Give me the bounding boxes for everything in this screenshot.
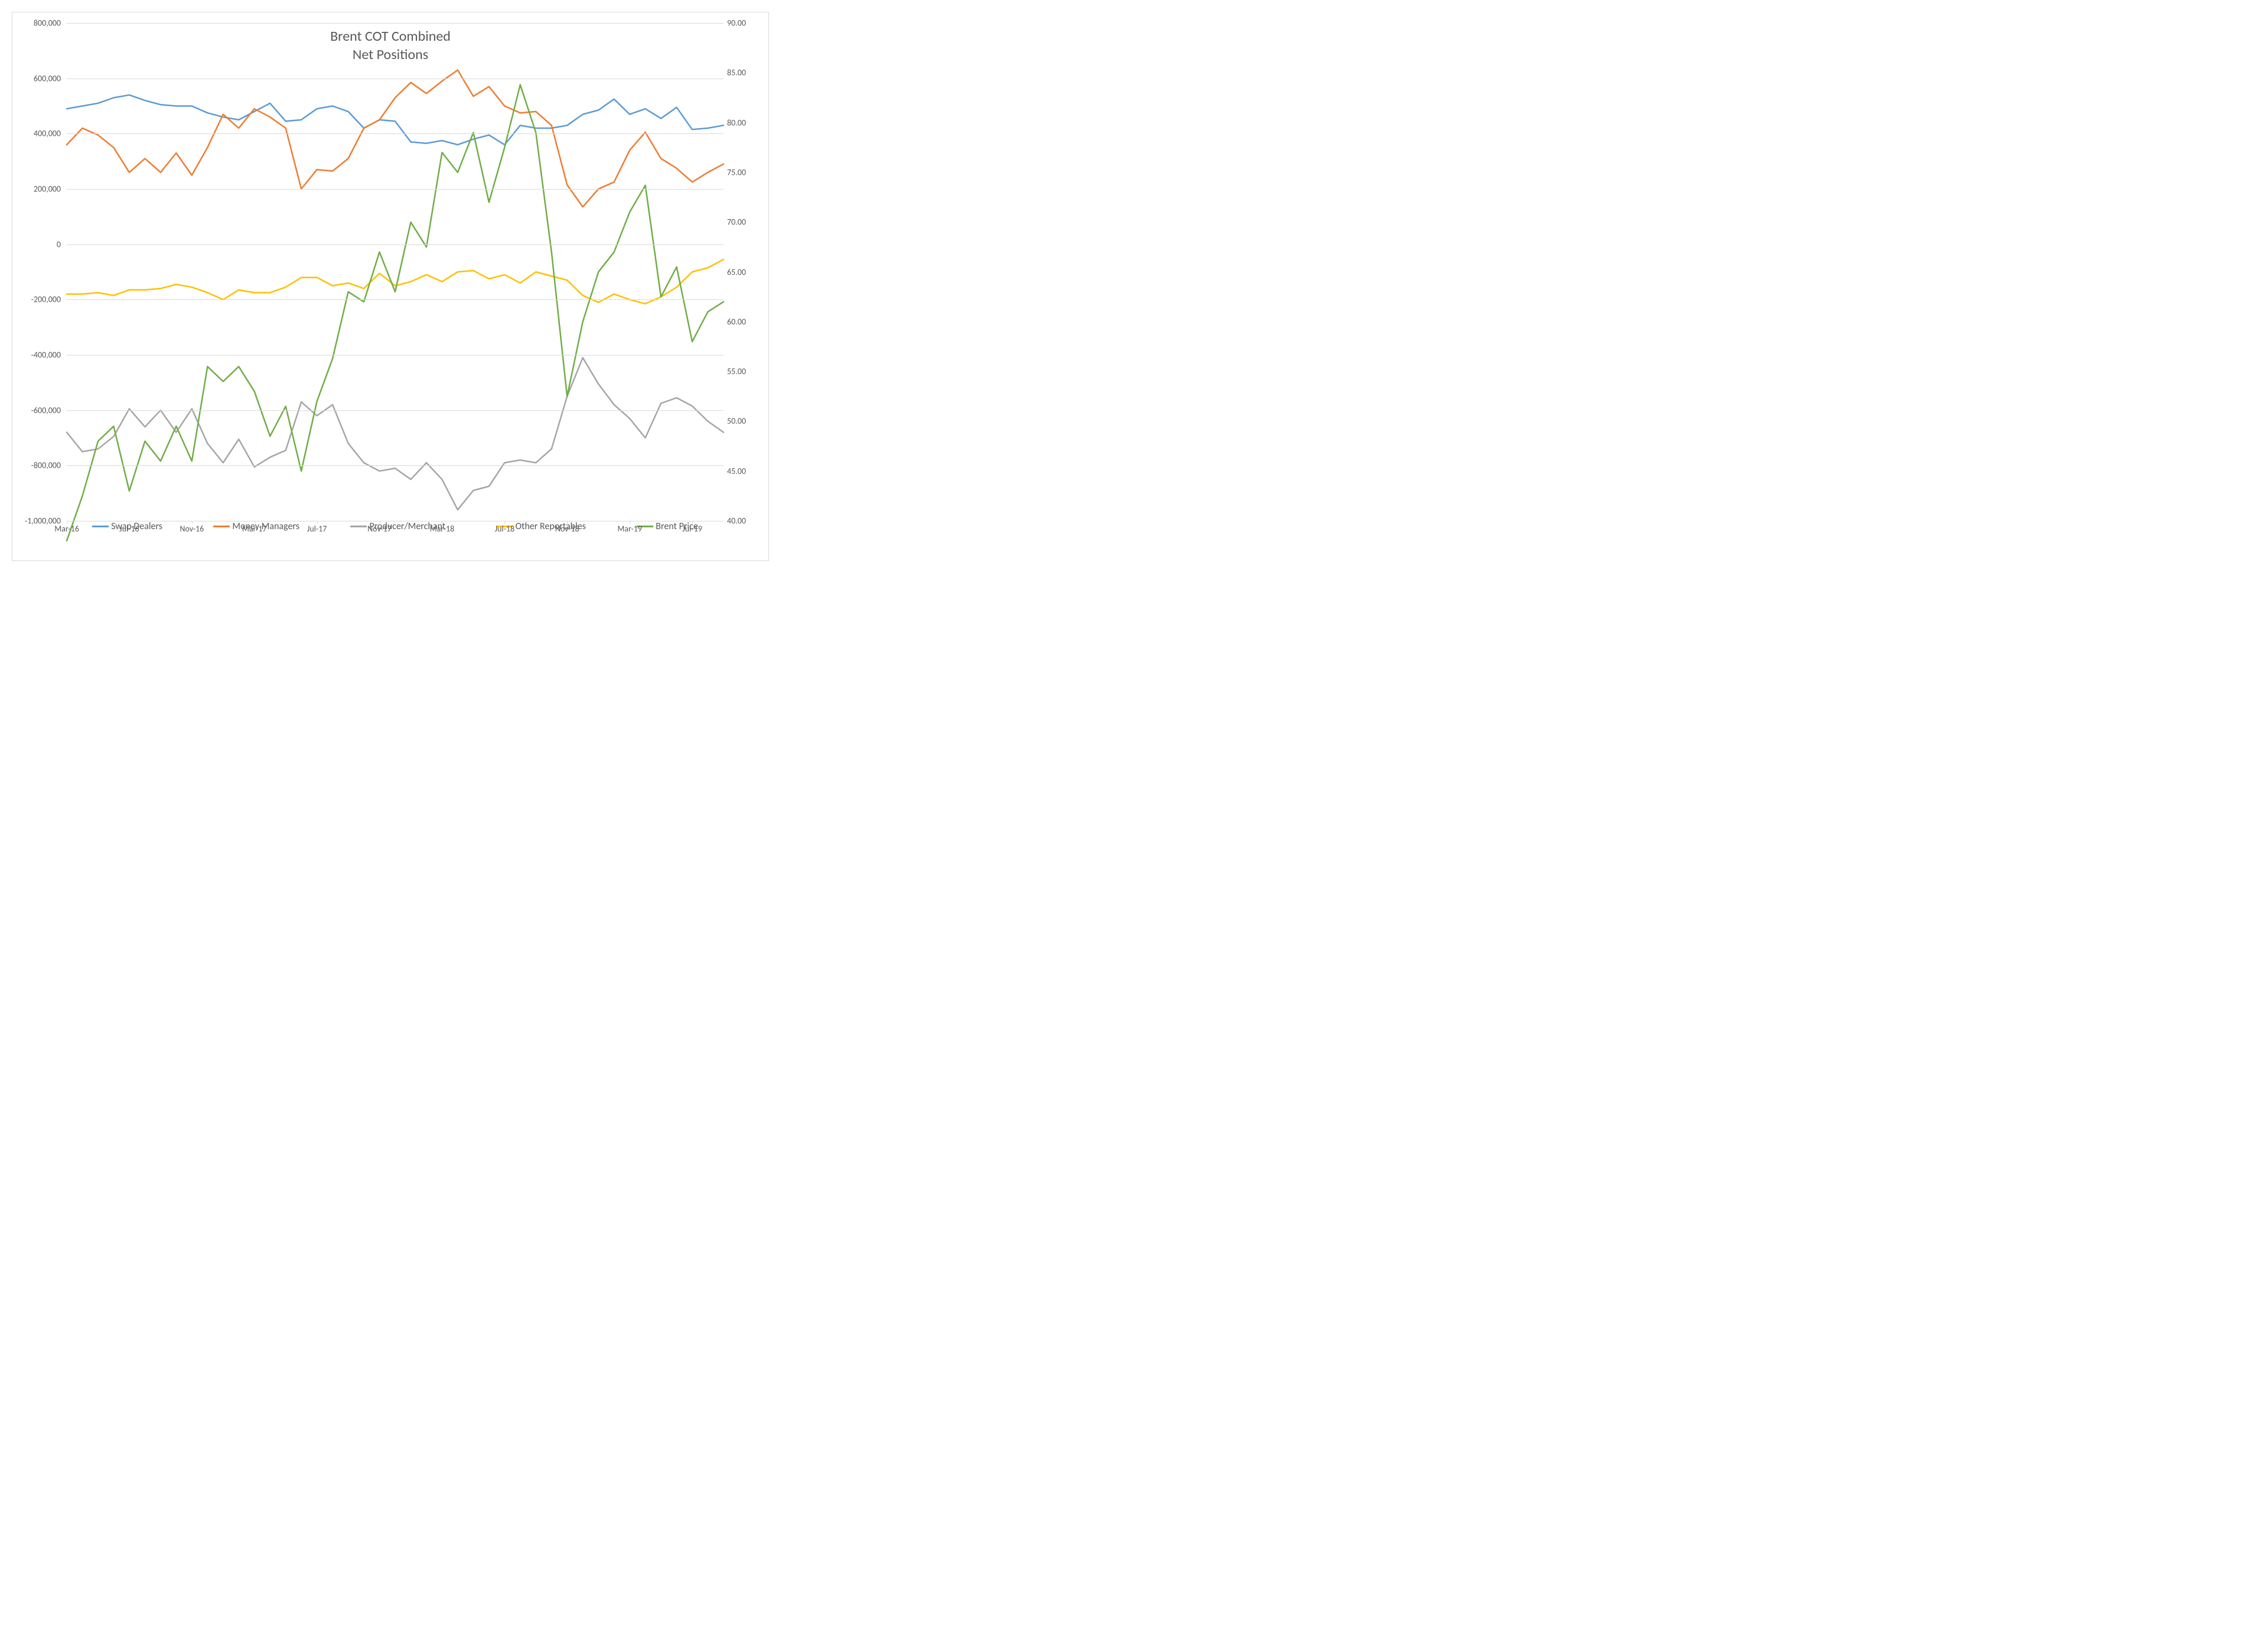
legend-swatch bbox=[213, 526, 230, 527]
x-axis-label: Jul-17 bbox=[307, 524, 327, 534]
series-producer-merchant bbox=[67, 358, 724, 510]
x-axis-label: Mar-17 bbox=[242, 524, 267, 534]
grid-line bbox=[67, 189, 724, 190]
series-other-reportables bbox=[67, 259, 724, 304]
y-axis-right-label: 70.00 bbox=[727, 217, 746, 227]
grid-line bbox=[67, 410, 724, 411]
grid-line bbox=[67, 133, 724, 134]
chart-container: Brent COT Combined Net Positions Swap De… bbox=[12, 12, 769, 561]
y-axis-left-label: 800,000 bbox=[14, 18, 61, 28]
y-axis-left-label: -800,000 bbox=[14, 461, 61, 471]
grid-line bbox=[67, 23, 724, 24]
x-axis-label: Mar-18 bbox=[430, 524, 455, 534]
y-axis-left-label: -1,000,000 bbox=[14, 516, 61, 526]
x-axis-tick bbox=[317, 521, 318, 524]
y-axis-right-label: 40.00 bbox=[727, 516, 746, 526]
legend-swatch bbox=[350, 526, 367, 527]
y-axis-right-label: 75.00 bbox=[727, 167, 746, 177]
y-axis-left-label: 0 bbox=[14, 239, 61, 249]
x-axis-label: Nov-18 bbox=[555, 524, 579, 534]
y-axis-right-label: 65.00 bbox=[727, 267, 746, 277]
plot-area bbox=[67, 23, 724, 521]
y-axis-left-label: -400,000 bbox=[14, 350, 61, 360]
x-axis-tick bbox=[192, 521, 193, 524]
y-axis-right-label: 50.00 bbox=[727, 416, 746, 426]
y-axis-right-label: 90.00 bbox=[727, 18, 746, 28]
y-axis-right-label: 80.00 bbox=[727, 118, 746, 128]
grid-line bbox=[67, 299, 724, 300]
legend-swatch bbox=[92, 526, 109, 527]
x-axis-tick bbox=[504, 521, 505, 524]
y-axis-left-label: 400,000 bbox=[14, 129, 61, 139]
y-axis-left-label: -600,000 bbox=[14, 405, 61, 415]
x-axis-label: Nov-16 bbox=[180, 524, 204, 534]
y-axis-right-label: 55.00 bbox=[727, 367, 746, 377]
x-axis-tick bbox=[567, 521, 568, 524]
grid-line bbox=[67, 244, 724, 245]
x-axis-label: Mar-19 bbox=[617, 524, 642, 534]
y-axis-left-label: 200,000 bbox=[14, 184, 61, 194]
series-money-managers bbox=[67, 70, 724, 207]
x-axis-label: Jul-16 bbox=[119, 524, 139, 534]
grid-line bbox=[67, 465, 724, 466]
y-axis-left-label: -200,000 bbox=[14, 295, 61, 305]
x-axis-tick bbox=[129, 521, 130, 524]
y-axis-left-label: 600,000 bbox=[14, 73, 61, 83]
series-brent-price bbox=[67, 85, 724, 541]
y-axis-right-label: 45.00 bbox=[727, 466, 746, 476]
x-axis-label: Nov-17 bbox=[367, 524, 392, 534]
y-axis-right-label: 85.00 bbox=[727, 68, 746, 78]
series-swap-dealers bbox=[67, 95, 724, 145]
y-axis-right-label: 60.00 bbox=[727, 317, 746, 327]
x-axis-label: Jul-19 bbox=[682, 524, 702, 534]
series-svg bbox=[67, 23, 724, 521]
x-axis-tick bbox=[692, 521, 693, 524]
x-axis-label: Mar-16 bbox=[54, 524, 79, 534]
x-axis-label: Jul-18 bbox=[495, 524, 515, 534]
